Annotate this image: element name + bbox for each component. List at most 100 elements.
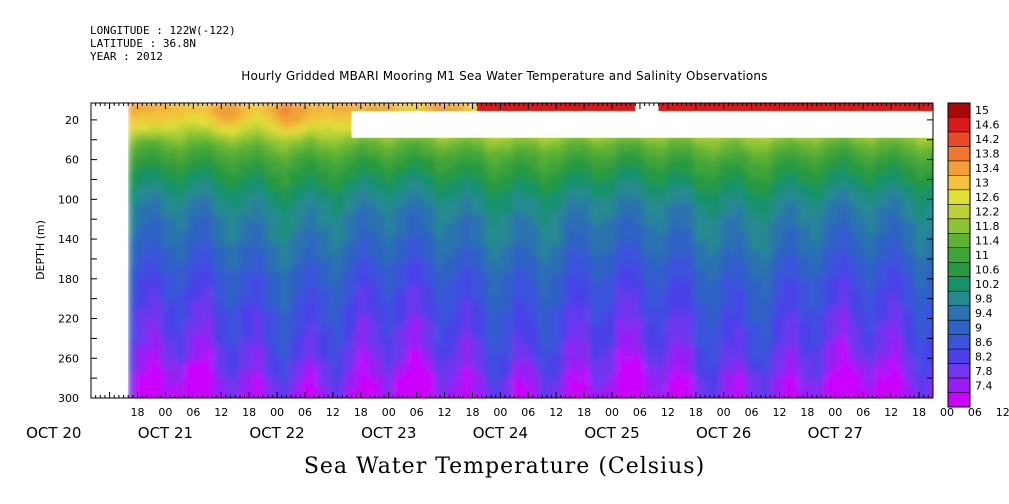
x-tick-label: 00 — [382, 406, 396, 419]
x-tick-label: 00 — [605, 406, 619, 419]
x-tick-label: 18 — [689, 406, 703, 419]
colorbar-swatch — [948, 117, 970, 133]
y-axis-label: DEPTH (m) — [34, 220, 47, 280]
colorbar-label: 15 — [975, 104, 989, 117]
colorbar-swatch — [948, 204, 970, 220]
location-metadata: LONGITUDE : 122W(-122) LATITUDE : 36.8N … — [90, 24, 236, 63]
colorbar-label: 11.4 — [975, 235, 1000, 248]
x-tick-label: 06 — [856, 406, 870, 419]
colorbar-swatch — [948, 160, 970, 176]
colorbar-swatch — [948, 305, 970, 321]
colorbar-swatch — [948, 146, 970, 162]
colorbar-swatch — [948, 233, 970, 249]
x-tick-label: 00 — [940, 406, 954, 419]
x-tick-label: 12 — [549, 406, 563, 419]
x-tick-label: 00 — [493, 406, 507, 419]
colorbar-swatch — [948, 320, 970, 336]
y-tick-label: 220 — [58, 313, 79, 326]
x-tick-label: 00 — [270, 406, 284, 419]
colorbar-label: 9.8 — [975, 292, 993, 305]
x-tick-label: 00 — [717, 406, 731, 419]
colorbar-label: 9 — [975, 321, 982, 334]
colorbar-swatch — [948, 291, 970, 307]
x-tick-label: 18 — [465, 406, 479, 419]
x-tick-label: 06 — [521, 406, 535, 419]
x-tick-label: 06 — [298, 406, 312, 419]
y-axis: 20 60 100 140 180 220 260 300 — [58, 114, 933, 405]
x-tick-label: 18 — [577, 406, 591, 419]
x-tick-label: 18 — [800, 406, 814, 419]
x-tick-label: 12 — [996, 406, 1009, 419]
colorbar-swatch — [948, 378, 970, 394]
x-day-label: OCT 25 — [584, 424, 639, 442]
colorbar-label: 13 — [975, 177, 989, 190]
colorbar-label: 12.2 — [975, 206, 1000, 219]
x-tick-label: 00 — [158, 406, 172, 419]
colorbar-swatch — [948, 131, 970, 147]
temperature-field — [128, 103, 933, 398]
x-day-label: OCT 26 — [696, 424, 751, 442]
colorbar-label: 7.8 — [975, 365, 993, 378]
colorbar-swatch — [948, 334, 970, 350]
colorbar-swatch — [948, 103, 970, 118]
missing-data-region — [351, 110, 933, 138]
x-day-label: OCT 20 — [26, 424, 81, 442]
x-tick-label: 12 — [884, 406, 898, 419]
x-day-label: OCT 21 — [138, 424, 193, 442]
longitude-label: LONGITUDE : 122W(-122) — [90, 24, 236, 37]
colorbar-label: 10.6 — [975, 263, 1000, 276]
x-tick-label: 06 — [186, 406, 200, 419]
y-tick-label: 260 — [58, 352, 79, 365]
y-tick-label: 60 — [65, 154, 79, 167]
latitude-label: LATITUDE : 36.8N — [90, 37, 196, 50]
x-tick-label: 18 — [912, 406, 926, 419]
x-tick-label: 06 — [745, 406, 759, 419]
y-tick-label: 300 — [58, 392, 79, 405]
colorbar-label: 7.4 — [975, 379, 993, 392]
colorbar-label: 13.8 — [975, 148, 1000, 161]
colorbar-swatch — [948, 276, 970, 292]
x-tick-label: 06 — [633, 406, 647, 419]
colorbar-swatch — [948, 349, 970, 365]
colorbar-label: 9.4 — [975, 307, 993, 320]
colorbar-label: 11.8 — [975, 220, 1000, 233]
colorbar-swatch — [948, 392, 970, 408]
x-day-label: OCT 23 — [361, 424, 416, 442]
x-tick-label: 18 — [131, 406, 145, 419]
colorbar-swatch — [948, 262, 970, 278]
colorbar-swatch — [948, 218, 970, 234]
y-tick-label: 180 — [58, 273, 79, 286]
x-tick-label: 12 — [661, 406, 675, 419]
y-tick-label: 20 — [65, 114, 79, 127]
temperature-depth-chart: 18 00 06 12 18 00 06 12 18 00 06 12 18 00 06 12 18 00 06 12… — [26, 102, 1009, 442]
missing-data-region — [635, 103, 659, 111]
colorbar-label: 8.6 — [975, 336, 993, 349]
colorbar-label: 14.6 — [975, 119, 1000, 132]
x-day-label: OCT 24 — [473, 424, 528, 442]
chart-title: Hourly Gridded MBARI Mooring M1 Sea Wate… — [241, 69, 768, 83]
x-day-label: OCT 22 — [249, 424, 304, 442]
x-tick-label: 06 — [968, 406, 982, 419]
colorbar-label: 8.2 — [975, 350, 993, 363]
plot-frame — [90, 102, 934, 399]
x-day-label: OCT 27 — [808, 424, 863, 442]
x-tick-label: 00 — [828, 406, 842, 419]
chart-caption: Sea Water Temperature (Celsius) — [303, 454, 706, 479]
colorbar-label: 14.2 — [975, 133, 1000, 146]
x-tick-label: 12 — [214, 406, 228, 419]
missing-data-regions — [91, 103, 933, 398]
x-tick-label: 18 — [242, 406, 256, 419]
x-tick-label: 06 — [410, 406, 424, 419]
surface-warm-band — [658, 103, 933, 111]
colorbar-swatch — [948, 363, 970, 379]
colorbar-swatch — [948, 247, 970, 263]
x-tick-label: 12 — [438, 406, 452, 419]
colorbar-label: 13.4 — [975, 162, 1000, 175]
colorbar-label: 10.2 — [975, 278, 1000, 291]
x-axis: 18 00 06 12 18 00 06 12 18 00 06 12 18 00 06 12 18 00 06 12… — [26, 103, 1009, 442]
colorbar-swatch — [948, 175, 970, 191]
y-tick-label: 100 — [58, 193, 79, 206]
missing-data-region — [91, 103, 129, 398]
colorbar-swatch — [948, 189, 970, 205]
x-tick-label: 12 — [326, 406, 340, 419]
